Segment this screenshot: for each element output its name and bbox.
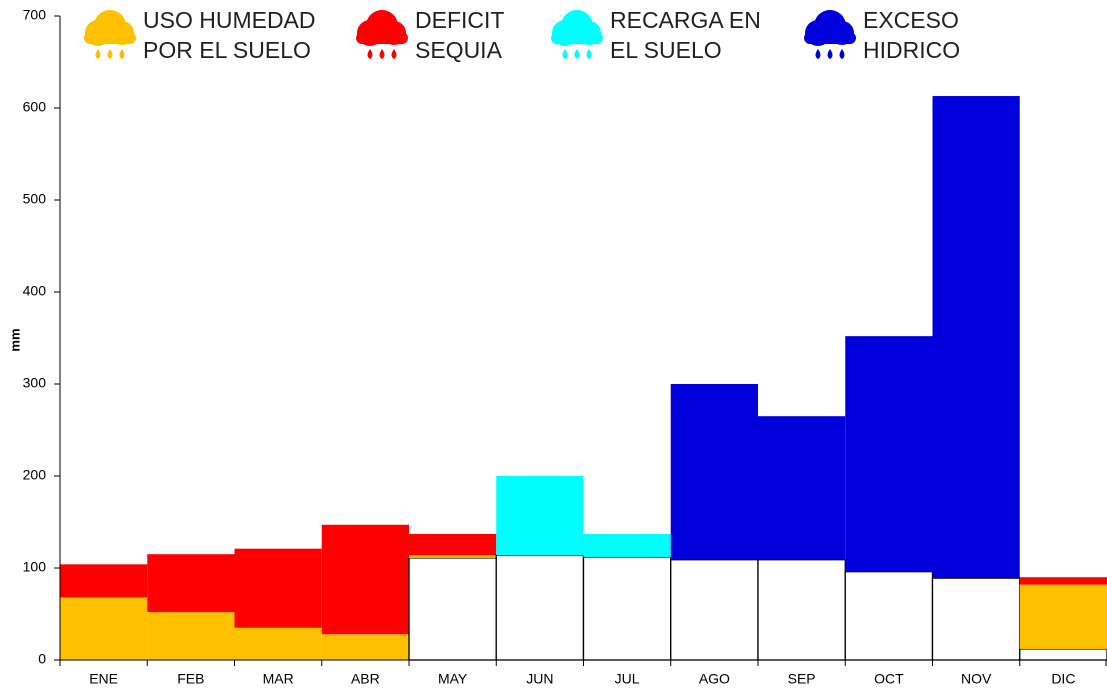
x-tick-label: ENE	[89, 671, 118, 687]
legend-icon	[804, 10, 856, 59]
bar-segment	[60, 597, 148, 660]
x-tick-label: DIC	[1051, 671, 1075, 687]
legend-icon	[356, 10, 408, 59]
legend-line: EXCESO	[863, 7, 959, 33]
bar-segment	[758, 416, 846, 560]
drop	[586, 49, 592, 59]
bar-segment	[496, 476, 584, 556]
bar-segment	[147, 612, 235, 660]
y-tick-label: 100	[23, 559, 47, 575]
legend-line: HIDRICO	[863, 37, 960, 63]
legend-line: POR EL SUELO	[143, 37, 311, 63]
y-tick-label: 700	[23, 7, 47, 23]
bar-segment	[844, 571, 934, 661]
cloud-part	[804, 32, 856, 44]
bar-segment	[321, 524, 409, 635]
bar-segment	[60, 564, 148, 598]
x-tick-label: MAR	[263, 671, 294, 687]
drop	[574, 49, 580, 59]
bar-segment	[582, 556, 672, 661]
bar-segment	[408, 557, 497, 661]
bar-segment	[845, 336, 933, 572]
bar-segment	[932, 96, 1020, 579]
x-tick-label: ABR	[351, 671, 380, 687]
legend-line: RECARGA EN	[610, 7, 761, 33]
legend-line: SEQUIA	[415, 37, 503, 63]
legend-item: USO HUMEDAD POR EL SUELO	[84, 7, 316, 63]
bar-segment	[670, 559, 759, 661]
bar-segment	[1019, 648, 1107, 661]
drop	[379, 49, 385, 59]
bar-segment	[409, 533, 497, 556]
legend-label: USO HUMEDAD POR EL SUELO	[143, 7, 316, 63]
x-tick-label: SEP	[788, 671, 816, 687]
y-tick-label: 400	[23, 283, 47, 299]
legend-item: RECARGA EN EL SUELO	[551, 7, 761, 63]
legend-label: DEFICIT SEQUIA	[415, 7, 504, 63]
cloud-part	[356, 32, 408, 44]
x-tick-label: JUN	[526, 671, 553, 687]
drop	[119, 49, 125, 59]
x-tick-label: FEB	[177, 671, 204, 687]
x-tick-label: NOV	[961, 671, 992, 687]
y-tick-label: 200	[23, 467, 47, 483]
drop	[107, 49, 113, 59]
x-tick-label: OCT	[874, 671, 904, 687]
drop	[815, 49, 821, 59]
x-tick-label: AGO	[699, 671, 730, 687]
legend-icon	[551, 10, 603, 59]
legend-icon	[84, 10, 136, 59]
bar-segment	[495, 554, 585, 661]
bar-segment	[1019, 577, 1107, 585]
y-tick-label: 0	[38, 651, 46, 667]
legend-line: USO HUMEDAD	[143, 7, 316, 33]
bar-segment	[1019, 584, 1107, 649]
legend-line: EL SUELO	[610, 37, 722, 63]
legend-line: DEFICIT	[415, 7, 504, 33]
legend-item: DEFICIT SEQUIA	[356, 7, 504, 63]
legend-label: RECARGA EN EL SUELO	[610, 7, 761, 63]
bar-segment	[670, 384, 758, 560]
bar-segment	[583, 533, 671, 557]
y-tick-label: 300	[23, 375, 47, 391]
bar-segment	[147, 554, 235, 613]
bar-segment	[409, 555, 497, 558]
bar-segment	[234, 548, 322, 628]
y-axis-label: mm	[7, 328, 22, 351]
drop	[391, 49, 397, 59]
legend-label: EXCESO HIDRICO	[863, 7, 960, 63]
drop	[827, 49, 833, 59]
cloud-part	[551, 32, 603, 44]
cloud-part	[84, 32, 136, 44]
y-tick-label: 500	[23, 191, 47, 207]
x-tick-label: MAY	[438, 671, 468, 687]
drop	[562, 49, 568, 59]
drop	[95, 49, 101, 59]
bar-segment	[321, 634, 409, 660]
y-tick-label: 600	[23, 99, 47, 115]
bar-segment	[931, 577, 1021, 661]
drop	[367, 49, 373, 59]
x-tick-label: JUL	[615, 671, 640, 687]
bar-segment	[757, 559, 846, 661]
bar-segment	[234, 627, 322, 660]
legend-item: EXCESO HIDRICO	[804, 7, 960, 63]
drop	[839, 49, 845, 59]
